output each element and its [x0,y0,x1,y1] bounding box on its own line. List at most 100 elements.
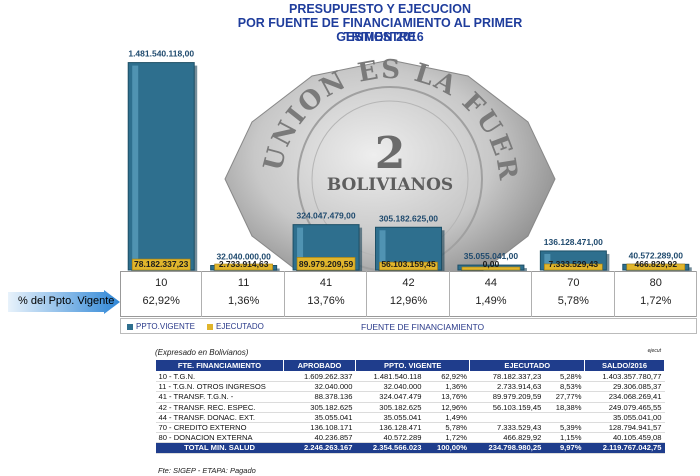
data-label-ppto: 35.055.041,00 [464,251,519,261]
table-cell: 305.182.625 [355,402,425,413]
table-cell: 32.040.000 [355,381,425,393]
bar-highlight [132,65,139,267]
table-cell: 29.306.085,37 [584,381,665,393]
table-cell: 5,28% [544,371,585,383]
pct-band-cell [367,271,450,317]
table-row: 41 - TRANSF. T.G.N. -88.378.136 324.047.4… [155,391,665,403]
category-label: 70 [567,277,580,289]
table-row: 44 - TRANSF. DONAC. EXT. 35.055.041 35.055… [155,412,665,423]
table-cell: 1,72% [424,432,470,444]
pct-value: 12,96% [389,295,428,307]
category-label: 11 [237,277,250,289]
pct-band [120,271,697,317]
table-cell: 41 - TRANSF. T.G.N. - [155,391,284,403]
table-cell: 1,15% [544,432,585,444]
table-cell: 136.128.471 [355,422,425,434]
table-cell: 42 - TRANSF. REC. ESPEC. [155,402,284,413]
coin-denomination: 2 [375,128,406,179]
legend-swatch-ppto [127,324,133,330]
pct-band-cell [615,271,697,317]
table-cell: 1.481.540.118 [355,371,425,383]
pct-value: 5,78% [557,295,589,307]
table-row: 11 - T.G.N. OTROS INGRESOS 32.040.000 32.0… [155,381,665,393]
x-axis-label: FUENTE DE FINANCIAMIENTO [361,322,485,332]
col-header-ppto-vigente: PPTO. VIGENTE [354,359,471,372]
table-cell: 234.068.269,41 [584,391,665,403]
table-cell: 305.182.625 [283,402,356,413]
table-cell: 89.979.209,59 [469,391,545,403]
table-row: 70 - CREDITO EXTERNO 136.108.171 136.128.4… [155,422,665,434]
col-header-ejecutado: EJECUTADO [469,359,585,372]
pct-band-cell [285,271,368,317]
table-cell: 27,77% [544,391,585,403]
pct-band-cell [120,271,203,317]
table-row: 10 - T.G.N. 1.609.262.337 1.481.540.118 62,… [155,371,665,383]
bar-ejecutado [379,261,438,271]
category-label: 44 [484,277,498,289]
category-label: 41 [319,277,333,289]
source-note: Fte: SIGEP - ETAPA: Pagado [158,466,256,475]
table-cell: 136.108.171 [283,422,356,434]
col-header-saldo: SALDO/2016 [584,359,665,372]
legend-ppto-label: PPTO.VIGENTE [136,322,195,331]
table-total-cell: 2.246.263.167 [283,442,356,454]
coin-currency: BOLIVIANOS [327,175,453,195]
data-label-ejecutado: 56.103.159,45 [381,259,436,269]
pct-value: 62,92% [142,295,180,307]
bar-shadow [213,268,280,273]
data-label-ppto: 1.481.540.118,00 [128,49,194,59]
table-cell: 78.182.337,23 [469,371,545,383]
table-cell: 32.040.000 [283,381,356,393]
pct-value: 1,36% [228,295,260,307]
bar-ejecutado [461,266,521,271]
table-row: 42 - TRANSF. REC. ESPEC. 305.182.625 305.1… [155,402,665,413]
bar-ejecutado [131,258,191,271]
table-cell: 80 - DONACION EXTERNA [155,432,284,444]
category-label: 10 [155,277,168,289]
table-cell: 249.079.465,55 [584,402,665,413]
pct-band-cell [450,271,533,317]
data-label-ejecutado: 2.733.914,63 [219,259,269,269]
table-total-cell: 100,00% [424,442,470,454]
table-cell: 466.829,92 [469,432,545,444]
table-cell: 56.103.159,45 [469,402,545,413]
bar-ejecutado [544,263,603,271]
data-label-ppto: 40.572.289,00 [629,250,684,260]
table-total-cell: 9,97% [544,442,585,454]
table-cell: 8,53% [544,381,585,393]
table-cell: 12,96% [424,402,470,413]
table-cell: 88.378.136 [283,391,356,403]
data-label-ppto: 136.128.471,00 [544,237,603,247]
data-label-ejecutado: 466.829,92 [635,259,678,269]
pct-arrow-shape [8,290,120,314]
col-header-fuente: FTE. FINANCIAMIENTO [155,359,284,372]
bar-ejecutado [626,263,686,271]
table-cell: 35.055.041 [283,412,356,423]
legend-ejecutado-label: EJECUTADO [216,322,264,331]
table-cell: 35.055.041 [355,412,425,423]
bar-highlight [544,253,551,267]
pct-band-cell [202,271,285,317]
table-cell: 40.236.857 [283,432,356,444]
col-header-aprobado: APROBADO [283,359,356,372]
table-total-cell: 2.354.566.023 [355,442,425,454]
data-label-ejecutado: 7.333.529,43 [549,259,599,269]
bar-ppto-vigente [127,62,195,271]
table-cell: 2.733.914,63 [469,381,545,393]
table-cell: 1.403.357.780,77 [584,371,665,383]
legend-swatch-ejecutado [207,324,213,330]
table-cell: 70 - CREDITO EXTERNO [155,422,284,434]
data-label-ejecutado: 0,00 [483,259,500,269]
table-cell: 324.047.479 [355,391,425,403]
table-cell: 18,38% [544,402,585,413]
table-cell: 5,39% [544,422,585,434]
table-cell: 1,49% [424,412,470,423]
table-cell [469,412,545,423]
table-cell: 40.572.289 [355,432,425,444]
chart-title-line3: GESTION 2016 [336,30,424,44]
pct-value: 13,76% [307,295,345,307]
table-caption: (Expresado en Bolivianos) [155,348,249,357]
table-cell: 7.333.529,43 [469,422,545,434]
table-cell: 10 - T.G.N. [155,371,284,383]
